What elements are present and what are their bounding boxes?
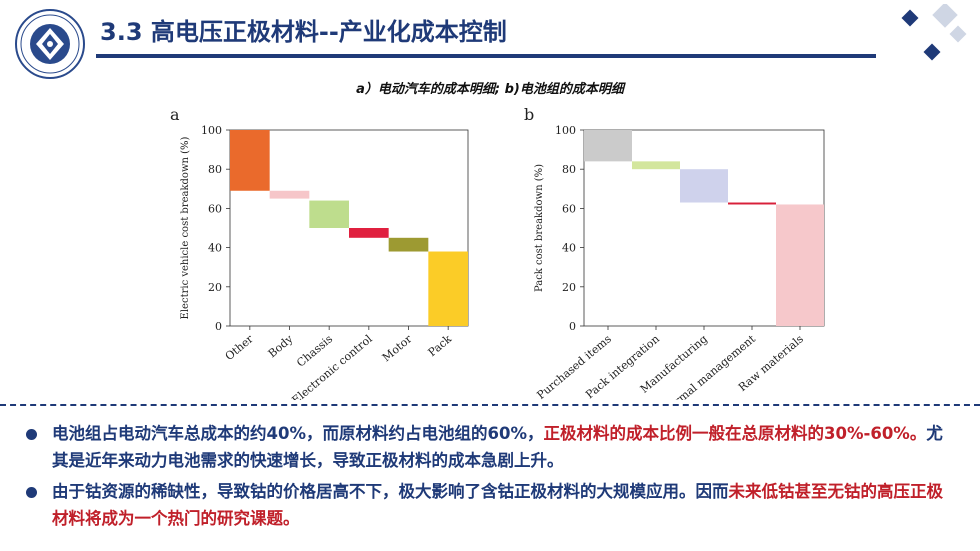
- y-tick-label: 0: [215, 320, 222, 333]
- bar-segment-5: [776, 204, 824, 326]
- bar-segment-3: [309, 200, 349, 228]
- bar-segment-4: [728, 202, 776, 205]
- y-tick-label: 100: [201, 124, 222, 137]
- panel-label: b: [524, 105, 534, 124]
- bullet-dot-icon: [26, 487, 37, 498]
- y-tick-label: 100: [555, 124, 576, 137]
- university-logo: [15, 9, 85, 79]
- bar-segment-5: [388, 237, 429, 252]
- y-tick-label: 40: [208, 242, 222, 255]
- y-tick-label: 80: [562, 163, 576, 176]
- plot-frame: [229, 129, 469, 327]
- bar-segment-1: [230, 130, 270, 191]
- chart-a-ev-cost: a 0 20 40 60 80 100 Electric vehicle cost break…: [170, 105, 469, 400]
- panel-label: a: [170, 105, 180, 124]
- y-tick-label: 20: [562, 281, 576, 294]
- bar-segment-4: [349, 228, 389, 238]
- decorative-diamonds: [901, 4, 967, 61]
- bullet-text: 尤其是近年来动力电池需求的快速增长，导致正极材料的成本急剧上升。: [52, 424, 943, 470]
- figure-caption: a）电动汽车的成本明细; b)电池组的成本明细: [356, 82, 624, 97]
- x-tick-label: Body: [266, 332, 296, 360]
- bar-segment-1: [584, 130, 632, 162]
- bar-segment-2: [632, 161, 680, 170]
- y-tick-label: 40: [562, 242, 576, 255]
- y-axis-label: Electric vehicle cost breakdown (%): [180, 136, 191, 319]
- y-tick-label: 60: [562, 202, 576, 215]
- bullet-text: 电池组占电动汽车总成本的约40%，而原材料约占电池组的60%，: [52, 424, 544, 443]
- y-axis-label: Pack cost breakdown (%): [534, 164, 545, 292]
- y-tick-label: 60: [208, 202, 222, 215]
- x-tick-label: Other: [223, 332, 257, 363]
- highlight-text: 正极材料的成本比例一般在总原材料的30%-60%。: [543, 424, 927, 443]
- bullet-item: 电池组占电动汽车总成本的约40%，而原材料约占电池组的60%，正极材料的成本比例…: [26, 420, 956, 474]
- bullet-item: 由于钴资源的稀缺性，导致钴的价格居高不下，极大影响了含钴正极材料的大规模应用。因…: [26, 478, 956, 532]
- x-tick-label: Pack: [426, 332, 455, 359]
- page-title: 3.3 高电压正极材料--产业化成本控制: [100, 18, 507, 46]
- bullet-list: 电池组占电动汽车总成本的约40%，而原材料约占电池组的60%，正极材料的成本比例…: [26, 420, 956, 536]
- highlight-text: 未来低钴甚至无钴的高压正极材料将成为一个热门的研究课题。: [52, 482, 943, 528]
- y-tick-label: 80: [208, 163, 222, 176]
- x-tick-label: Motor: [380, 332, 415, 364]
- y-tick-label: 0: [569, 320, 576, 333]
- section-divider: [0, 404, 980, 406]
- y-tick-label: 20: [208, 281, 222, 294]
- bullet-dot-icon: [26, 429, 37, 440]
- bar-segment-3: [680, 169, 728, 203]
- title-underline: [96, 54, 876, 58]
- bullet-text: 由于钴资源的稀缺性，导致钴的价格居高不下，极大影响了含钴正极材料的大规模应用。因…: [52, 482, 729, 501]
- bar-segment-2: [269, 190, 310, 199]
- bar-segment-6: [428, 251, 468, 326]
